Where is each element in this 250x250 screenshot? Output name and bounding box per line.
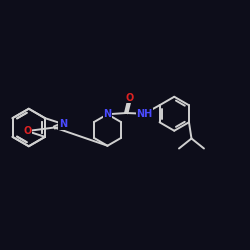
Text: NH: NH xyxy=(136,109,152,119)
Text: O: O xyxy=(126,92,134,102)
Text: N: N xyxy=(59,119,67,129)
Text: N: N xyxy=(104,109,112,119)
Text: O: O xyxy=(23,126,31,136)
